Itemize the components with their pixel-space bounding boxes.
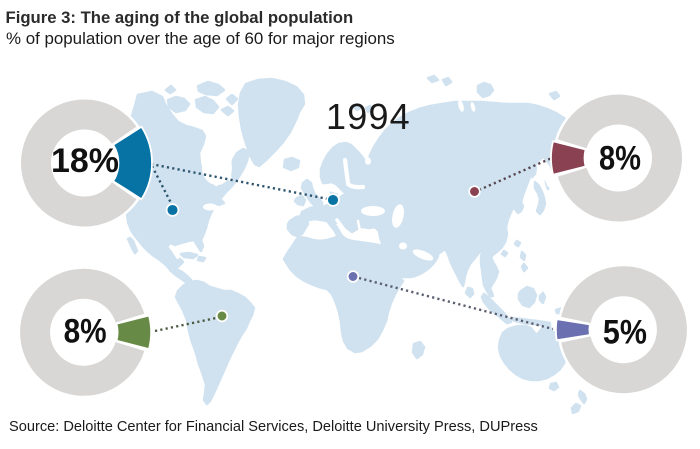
svg-text:8%: 8% [64,312,107,350]
svg-text:Figure 3: The aging of the glo: Figure 3: The aging of the global popula… [6,8,354,27]
svg-text:1994: 1994 [326,96,411,137]
svg-text:% of population over the age o: % of population over the age of 60 for m… [6,29,395,48]
svg-text:8%: 8% [599,140,641,178]
svg-text:Source: Deloitte Center for Fi: Source: Deloitte Center for Financial Se… [9,419,538,435]
svg-text:5%: 5% [603,314,647,352]
svg-text:18%: 18% [51,142,119,180]
